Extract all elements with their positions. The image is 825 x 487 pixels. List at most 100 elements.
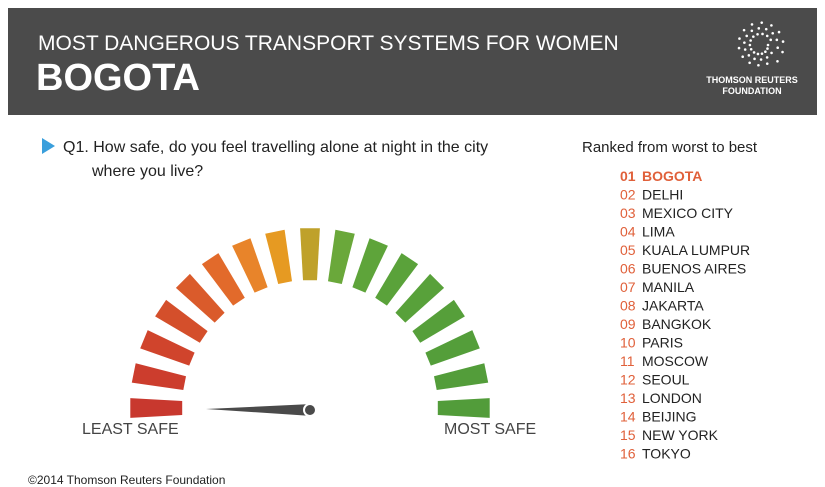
gauge-segment: [140, 330, 195, 366]
logo-mark: [737, 21, 785, 67]
logo-dot: [738, 37, 741, 40]
rank-number: 14: [620, 409, 636, 425]
logo-dot: [742, 28, 746, 32]
city-name: KUALA LUMPUR: [642, 242, 750, 258]
city-name: LIMA: [642, 224, 675, 240]
logo-dot: [776, 60, 779, 63]
logo-dot: [757, 63, 760, 67]
logo-dot: [760, 52, 764, 55]
logo-dot: [756, 52, 760, 56]
logo-dot: [770, 51, 773, 55]
needle-hub: [303, 403, 317, 417]
gauge-segment: [434, 363, 489, 390]
gauge-segment: [425, 330, 480, 366]
city-name: LONDON: [642, 390, 702, 406]
logo-dot: [764, 50, 767, 54]
logo-dot: [760, 21, 764, 24]
logo-dot: [741, 55, 744, 59]
city-name: MANILA: [642, 279, 695, 295]
gauge-segment: [175, 273, 225, 323]
header-subtitle: MOST DANGEROUS TRANSPORT SYSTEMS FOR WOM…: [38, 32, 619, 55]
gauge-needle: [206, 404, 312, 416]
logo-dot: [748, 43, 752, 47]
city-name: DELHI: [642, 187, 683, 203]
rank-number: 04: [620, 224, 636, 240]
rank-number: 12: [620, 372, 636, 388]
logo-dot: [766, 47, 769, 50]
rank-number: 05: [620, 242, 636, 258]
gauge-segment: [352, 238, 388, 293]
gauge-left-label: LEAST SAFE: [82, 421, 179, 438]
city-name: BOGOTA: [642, 168, 702, 184]
gauge-segment: [265, 229, 292, 284]
logo-dot: [765, 56, 769, 59]
logo-dot: [757, 27, 761, 30]
city-name: NEW YORK: [642, 427, 719, 443]
logo-dot: [759, 58, 763, 61]
rank-number: 09: [620, 316, 636, 332]
logo-dot: [752, 35, 755, 38]
footer: ©2014 Thomson Reuters Foundation: [28, 473, 225, 487]
gauge-segment: [437, 398, 490, 418]
logo-dot: [781, 40, 785, 43]
city-name: BUENOS AIRES: [642, 261, 746, 277]
logo-dot: [753, 57, 756, 61]
city-name: TOKYO: [642, 446, 691, 462]
rank-number: 03: [620, 205, 636, 221]
rank-number: 11: [620, 353, 635, 369]
gauge-segment: [201, 253, 245, 306]
city-name: MOSCOW: [642, 353, 709, 369]
city-name: PARIS: [642, 335, 683, 351]
ranking-heading: Ranked from worst to best: [582, 139, 758, 156]
logo-dot: [776, 46, 779, 49]
question-text: Q1. How safe, do you feel travelling alo…: [63, 139, 488, 156]
gauge-segment: [131, 363, 186, 390]
rank-number: 13: [620, 390, 636, 406]
rank-number: 06: [620, 261, 636, 277]
gauge-segment: [232, 238, 268, 293]
logo-dot: [769, 38, 773, 42]
city-name: JAKARTA: [642, 298, 704, 314]
logo-text: FOUNDATION: [722, 86, 781, 96]
rank-number: 01: [620, 168, 636, 184]
gauge-right-label: MOST SAFE: [444, 421, 536, 438]
logo-dot: [750, 23, 754, 26]
city-name: SEOUL: [642, 372, 690, 388]
logo-dot: [752, 51, 756, 54]
logo-dot: [771, 31, 775, 35]
ranking-list: 01 BOGOTA 02 DELHI 03 MEXICO CITY 04 LIMA 05 KUAL…: [620, 168, 750, 462]
logo-dot: [750, 29, 754, 33]
logo-text: THOMSON REUTERS: [706, 75, 798, 85]
logo-dot: [777, 30, 781, 34]
logo-dot: [743, 48, 747, 51]
gauge-segment: [300, 228, 320, 281]
logo-dot: [749, 47, 753, 51]
logo-dot: [747, 54, 751, 57]
rank-number: 16: [620, 446, 636, 462]
logo-dot: [770, 24, 773, 27]
logo-dot: [737, 46, 741, 50]
rank-number: 08: [620, 298, 636, 314]
gauge-segment: [375, 253, 419, 306]
logo-dot: [748, 61, 751, 65]
city-name: BEIJING: [642, 409, 696, 425]
logo-dot: [765, 62, 769, 65]
logo-dot: [765, 34, 769, 38]
question-text: where you live?: [91, 163, 203, 180]
gauge-segment: [328, 229, 355, 284]
header-title: BOGOTA: [36, 57, 200, 99]
logo-dot: [764, 27, 768, 31]
rank-number: 15: [620, 427, 636, 443]
gauge-segment: [395, 273, 445, 323]
logo-dot: [749, 39, 752, 42]
logo-dot: [766, 43, 770, 47]
gauge-segment: [155, 299, 208, 343]
question-marker: [42, 138, 55, 154]
city-name: BANGKOK: [642, 316, 712, 332]
gauge-segment: [130, 398, 183, 418]
logo-dot: [745, 34, 749, 38]
rank-number: 02: [620, 187, 636, 203]
city-name: MEXICO CITY: [642, 205, 734, 221]
gauge: [130, 228, 490, 418]
